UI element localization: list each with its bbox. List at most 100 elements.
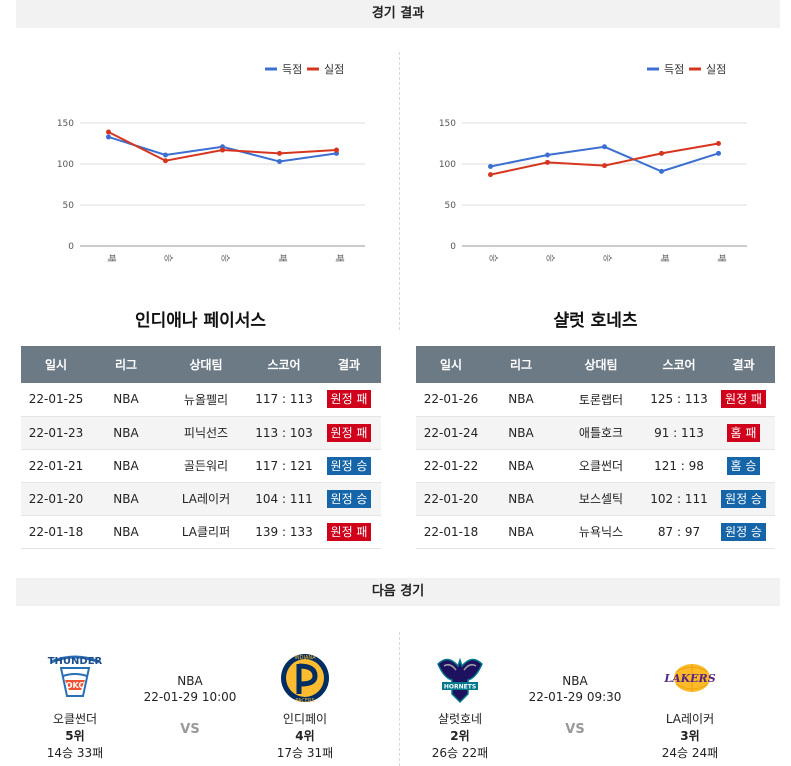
cell-result: 원정 패 [317,416,381,450]
table-row: 22-01-23 NBA 피닉선즈 113 : 103 원정 패 [21,416,381,450]
away-team-rank: 5위 [65,729,85,743]
data-point [163,152,168,158]
y-tick-label: 0 [68,242,74,252]
result-badge: 홈 패 [726,423,761,442]
result-badge: 홈 승 [726,456,761,475]
col-date: 일시 [416,346,486,383]
y-tick-label: 100 [439,160,456,170]
table-header-row: 일시 리그 상대팀 스코어 결과 [416,346,775,383]
data-point [163,158,168,164]
home-team-lakers[interactable]: LAKERS LA레이커 3위 24승 24패 [635,650,745,761]
cell-date: 22-01-24 [416,416,486,450]
svg-text:INDIANA: INDIANA [294,655,316,661]
data-point [277,159,282,165]
cell-result: 홈 패 [712,416,775,450]
cell-score: 117 : 113 [251,383,317,417]
next-game-2[interactable]: HORNETS 샬럿호네 2위 26승 22패 NBA 22-01-29 09:… [405,640,775,760]
data-point [545,159,550,165]
home-team-pacers[interactable]: INDIANA PACERS 인디페이 4위 17승 31패 [250,650,360,761]
game-time: 22-01-29 09:30 [528,690,622,704]
cell-opponent[interactable]: 오클썬더 [556,449,646,483]
cell-opponent[interactable]: 피닉선즈 [161,416,251,450]
col-league: 리그 [486,346,556,383]
data-point [277,150,282,156]
table-row: 22-01-18 NBA LA클리퍼 139 : 133 원정 패 [21,515,381,549]
game-league: NBA [562,674,588,688]
x-tick-label: 승 [488,254,499,262]
data-point [545,152,550,158]
cell-result: 원정 패 [317,383,381,417]
col-result: 결과 [317,346,381,383]
cell-result: 원정 승 [317,449,381,483]
home-team-rank: 4위 [295,729,315,743]
results-table-charlotte: 일시 리그 상대팀 스코어 결과 22-01-26 NBA 토론랩터 125 : 11… [416,346,775,549]
chart-svg-charlotte: 0 50 100 150 승 승 승 패 패 득점 실점 [439,63,747,262]
cell-league: NBA [486,383,556,417]
cell-opponent[interactable]: LA레이커 [161,482,251,516]
data-point [334,147,339,153]
column-divider [399,52,400,330]
team-title-charlotte: 샬럿 호네츠 [553,311,638,331]
cell-date: 22-01-18 [21,515,91,549]
col-league: 리그 [91,346,161,383]
cell-opponent[interactable]: 보스셀틱 [556,482,646,516]
cell-opponent[interactable]: 뉴올펠리 [161,383,251,417]
y-tick-label: 100 [57,160,74,170]
x-tick-label: 승 [220,254,231,262]
cell-date: 22-01-26 [416,383,486,417]
cell-opponent[interactable]: 토론랩터 [556,383,646,417]
cell-league: NBA [91,515,161,549]
cell-opponent[interactable]: 애틀호크 [556,416,646,450]
cell-score: 121 : 98 [646,449,712,483]
x-tick-label: 승 [602,254,613,262]
cell-date: 22-01-18 [416,515,486,549]
cell-league: NBA [91,482,161,516]
cell-result: 원정 승 [712,515,775,549]
away-team-name: 샬럿호네 [437,712,483,726]
x-tick-label: 패 [106,254,117,262]
chart-svg-indiana: 0 50 100 150 패 승 승 패 패 득점 실점 [57,63,365,262]
cell-score: 139 : 133 [251,515,317,549]
cell-league: NBA [486,449,556,483]
game-time: 22-01-29 10:00 [143,690,237,704]
cell-score: 87 : 97 [646,515,712,549]
home-team-name: 인디페이 [282,712,328,726]
hornets-logo-icon: HORNETS [437,657,483,704]
cell-date: 22-01-23 [21,416,91,450]
home-team-rank: 3위 [680,729,700,743]
team-title-indiana: 인디애나 페이서스 [134,311,267,331]
cell-league: NBA [486,482,556,516]
result-badge: 원정 패 [326,423,372,442]
cell-score: 102 : 111 [646,482,712,516]
x-tick-label: 패 [716,254,727,262]
table-row: 22-01-25 NBA 뉴올펠리 117 : 113 원정 패 [21,383,381,417]
cell-opponent[interactable]: 뉴욕닉스 [556,515,646,549]
lakers-logo-icon: LAKERS [663,664,716,692]
cell-opponent[interactable]: LA클리퍼 [161,515,251,549]
cell-date: 22-01-20 [21,482,91,516]
table-row: 22-01-24 NBA 애틀호크 91 : 113 홈 패 [416,416,775,450]
away-team-name: 오클썬더 [52,712,98,726]
legend-label: 득점 [282,63,302,76]
result-badge: 원정 패 [326,522,372,541]
cell-date: 22-01-22 [416,449,486,483]
next-game-1[interactable]: THUNDER OKC 오클썬더 5위 14승 33패 NBA 22-01-29… [20,640,390,760]
cell-league: NBA [91,449,161,483]
away-team-record: 26승 22패 [431,746,489,760]
table-row: 22-01-26 NBA 토론랩터 125 : 113 원정 패 [416,383,775,417]
cell-result: 원정 패 [317,515,381,549]
pacers-logo-icon: INDIANA PACERS [281,654,329,704]
col-opponent: 상대팀 [161,346,251,383]
result-badge: 원정 승 [721,522,766,541]
col-date: 일시 [21,346,91,383]
data-point [106,134,111,140]
cell-opponent[interactable]: 골든워리 [161,449,251,483]
thunder-logo-icon: THUNDER OKC [48,655,103,697]
data-point [659,168,664,174]
away-team-thunder[interactable]: THUNDER OKC 오클썬더 5위 14승 33패 [20,650,130,761]
y-tick-label: 150 [439,119,456,129]
match-divider [399,632,400,766]
col-score: 스코어 [646,346,712,383]
away-team-hornets[interactable]: HORNETS 샬럿호네 2위 26승 22패 [405,650,515,761]
svg-text:THUNDER: THUNDER [48,656,103,667]
